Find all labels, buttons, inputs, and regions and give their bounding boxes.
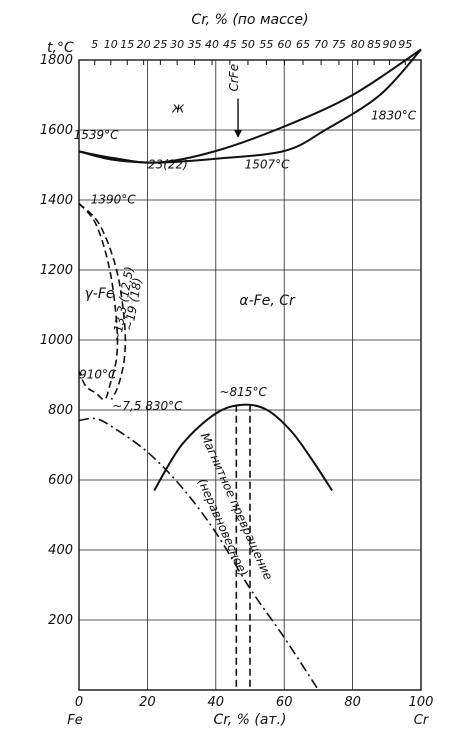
x-axis-right-end-label: Cr [414,713,430,728]
annotation-label-1: CrFe [227,64,241,92]
y-tick-label: 1000 [40,333,73,348]
y-tick-label: 1400 [40,193,73,208]
top-tick-label: 70 [314,38,328,51]
top-tick-label: 30 [170,38,184,51]
phase-boundary-dashdot-8 [78,417,320,691]
annotation-label-5: 1830°C [371,109,417,123]
top-tick-label: 20 [137,38,151,51]
y-tick-label: 200 [48,613,73,628]
annotation-label-13: ~815°C [219,385,267,399]
top-axis-label: Cr, % (по массе) [191,12,308,28]
annotation-label-12: ~7,5 830°C [112,399,183,413]
phase-boundary-solid-0 [78,48,422,164]
top-tick-label: 50 [241,38,255,51]
x-tick-label: 100 [409,695,434,710]
top-tick-label: 10 [104,38,118,51]
y-tick-label: 1800 [40,53,73,68]
y-tick-label: 1200 [40,263,73,278]
y-tick-label: 600 [48,473,73,488]
y-tick-label: 1600 [40,123,73,138]
top-tick-label: 15 [120,38,134,51]
y-tick-label: 800 [48,403,73,418]
top-tick-label: 65 [296,38,310,51]
top-tick-label: 80 [351,38,365,51]
x-tick-label: 80 [344,695,361,710]
annotation-label-0: ж [171,101,185,117]
top-tick-label: 75 [332,38,346,51]
top-tick-label: 45 [223,38,237,51]
x-tick-label: 20 [139,695,156,710]
top-tick-label: 35 [188,38,202,51]
annotation-label-7: γ-Fe [85,286,115,302]
x-tick-label: 0 [75,695,83,710]
y-tick-label: 400 [48,543,73,558]
annotation-label-3: 23(22) [148,158,188,172]
y-axis-label: t,°C [47,40,74,56]
x-tick-label: 60 [276,695,293,710]
x-axis-label: Cr, % (ат.) [213,712,286,728]
phase-boundary-solid-1 [78,48,422,164]
phase-boundary-dashed-3 [78,202,119,401]
annotation-label-2: 1539°C [74,128,120,142]
top-tick-label: 85 [367,38,381,51]
top-tick-label: 95 [398,38,412,51]
top-tick-label: 90 [383,38,397,51]
x-axis-left-end-label: Fe [67,713,82,728]
annotation-label-6: 1390°C [91,193,137,207]
top-tick-label: 55 [259,38,273,51]
crfe-arrow-head [234,130,243,138]
phase-boundary-solid-5 [153,403,333,492]
phase-boundary-dashed-2 [324,48,422,131]
top-tick-label: 40 [205,38,219,51]
annotation-label-4: 1507°C [245,158,291,172]
top-tick-label: 60 [278,38,292,51]
top-tick-label: 5 [91,38,98,51]
top-tick-label: 25 [153,38,167,51]
annotation-label-11: 910°C [79,368,117,382]
annotation-label-10: α-Fe, Cr [239,293,296,309]
x-tick-label: 40 [208,695,225,710]
